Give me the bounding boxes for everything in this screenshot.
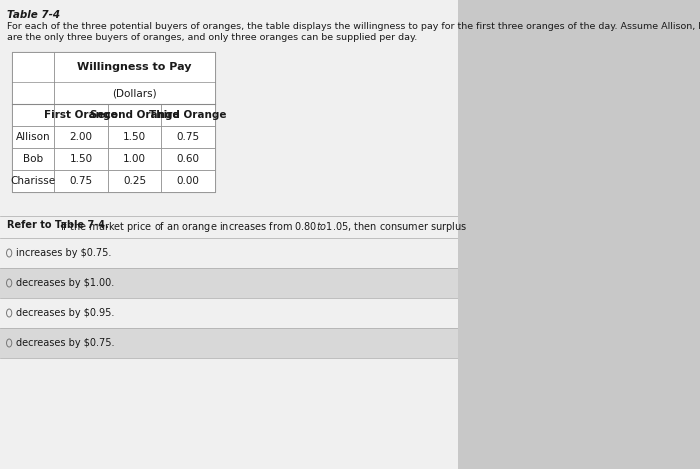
Text: (Dollars): (Dollars) (112, 88, 157, 98)
Text: 0.60: 0.60 (176, 154, 200, 164)
Bar (0, 328, 458, 358)
Bar (162, 104, 215, 126)
Text: 1.00: 1.00 (123, 154, 146, 164)
Bar (54, 148, 108, 170)
Text: decreases by $0.75.: decreases by $0.75. (15, 338, 114, 348)
Text: increases by $0.75.: increases by $0.75. (15, 248, 111, 258)
Bar (0, 298, 458, 328)
Bar (108, 104, 162, 126)
Text: 1.50: 1.50 (69, 154, 92, 164)
Text: 1.50: 1.50 (123, 132, 146, 142)
Text: 2.00: 2.00 (69, 132, 92, 142)
FancyBboxPatch shape (0, 0, 458, 469)
Text: 0.75: 0.75 (69, 176, 92, 186)
Text: If the market price of an orange increases from $0.80 to $1.05, then consumer su: If the market price of an orange increas… (57, 220, 468, 234)
Bar (0, 268, 458, 298)
Bar (54, 170, 108, 192)
Text: Table 7-4: Table 7-4 (6, 10, 60, 20)
Bar (108, 148, 162, 170)
Text: Refer to Table 7-4.: Refer to Table 7-4. (6, 220, 108, 230)
Text: 0.00: 0.00 (177, 176, 199, 186)
Text: Third Orange: Third Orange (150, 110, 227, 120)
Bar (108, 126, 162, 148)
Bar (162, 170, 215, 192)
Bar (12, 104, 54, 126)
Bar (54, 104, 108, 126)
Text: 0.75: 0.75 (176, 132, 200, 142)
Text: First Orange: First Orange (44, 110, 118, 120)
Text: Willingness to Pay: Willingness to Pay (78, 62, 192, 72)
Text: are the only three buyers of oranges, and only three oranges can be supplied per: are the only three buyers of oranges, an… (6, 33, 416, 42)
Bar (108, 170, 162, 192)
Bar (12, 52, 215, 192)
Bar (12, 126, 54, 148)
Text: decreases by $1.00.: decreases by $1.00. (15, 278, 114, 288)
Bar (12, 52, 54, 104)
Text: Allison: Allison (15, 132, 50, 142)
Bar (54, 52, 215, 104)
Bar (162, 126, 215, 148)
Text: Bob: Bob (23, 154, 43, 164)
Bar (12, 170, 54, 192)
Text: 0.25: 0.25 (123, 176, 146, 186)
Text: Second Orange: Second Orange (90, 110, 179, 120)
Text: Charisse: Charisse (10, 176, 55, 186)
Text: For each of the three potential buyers of oranges, the table displays the willin: For each of the three potential buyers o… (6, 22, 700, 31)
Bar (54, 126, 108, 148)
Text: decreases by $0.95.: decreases by $0.95. (15, 308, 114, 318)
Bar (12, 148, 54, 170)
Bar (0, 238, 458, 268)
Bar (162, 148, 215, 170)
